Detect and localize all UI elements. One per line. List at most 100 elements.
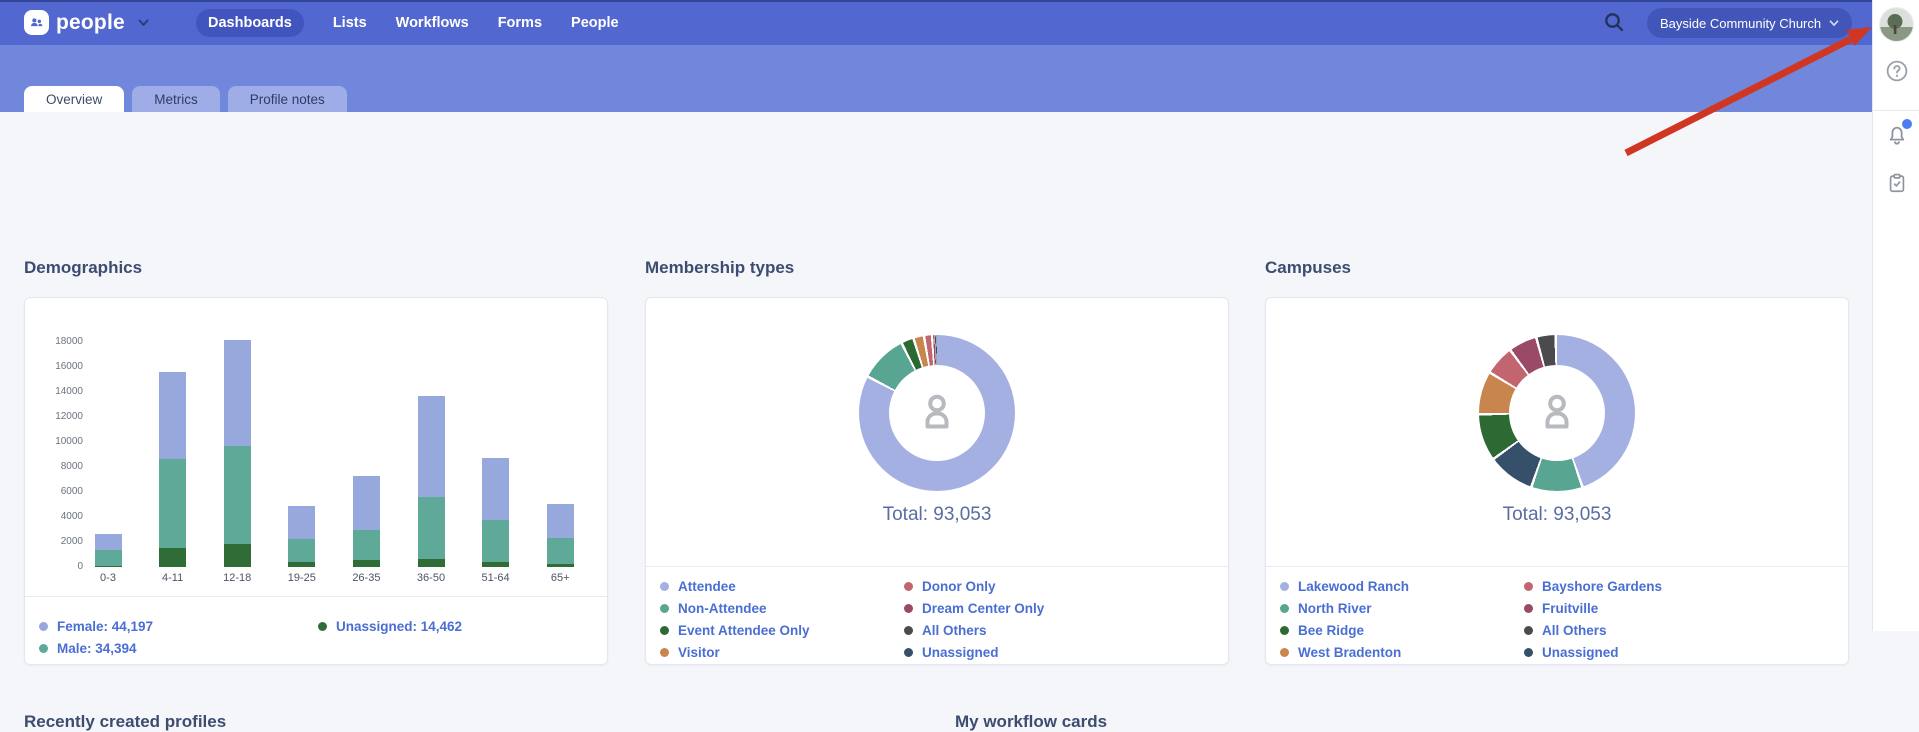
nav-item-people[interactable]: People [571, 14, 619, 31]
legend-label: West Bradenton [1298, 644, 1402, 660]
legend-label: Male: 34,394 [57, 640, 137, 656]
campuses-donut-hole [1509, 365, 1605, 461]
legend-dot-all-others [1524, 625, 1533, 635]
bar-26-35-female [352, 475, 380, 531]
legend-dot-bee-ridge [1280, 625, 1289, 635]
legend-item-attendee[interactable]: Attendee [660, 575, 904, 597]
utility-sidebar [1872, 0, 1919, 631]
legend-dot-unassigned-14-462 [318, 621, 327, 631]
bar-65-male [546, 538, 574, 564]
nav-item-dashboards[interactable]: Dashboards [196, 8, 304, 37]
nav-item-forms[interactable]: Forms [497, 14, 543, 31]
legend-label: Bayshore Gardens [1542, 578, 1663, 594]
organization-switcher-button[interactable]: Bayside Community Church [1647, 8, 1853, 38]
y-axis-tick: 4000 [60, 511, 83, 522]
legend-item-event-attendee-only[interactable]: Event Attendee Only [660, 619, 904, 641]
legend-label: Lakewood Ranch [1298, 578, 1410, 594]
legend-label: Attendee [678, 578, 736, 594]
recently-created-heading: Recently created profiles [24, 712, 227, 731]
bar-26-35-male [352, 530, 380, 561]
demographics-card-divider [25, 596, 607, 597]
campuses-card: Total: 93,053 Lakewood Ranch North River Be… [1265, 297, 1849, 665]
legend-item-dream-center-only[interactable]: Dream Center Only [904, 597, 1044, 619]
bar-0-3-female [94, 533, 122, 551]
legend-dot-all-others [904, 625, 913, 635]
legend-item-all-others[interactable]: All Others [1524, 619, 1662, 641]
y-axis-tick: 14000 [55, 386, 83, 397]
y-axis-tick: 16000 [55, 361, 83, 372]
top-navbar: people Dashboards Lists Workflows Forms Peop… [0, 0, 1872, 45]
search-button[interactable] [1600, 8, 1628, 36]
tab-metrics[interactable]: Metrics [132, 86, 220, 112]
page-header-band: Overview Metrics Profile notes [0, 45, 1872, 112]
membership-total: Total: 93,053 [882, 504, 992, 525]
bar-12-18-unassigned [223, 544, 251, 567]
legend-label: All Others [1542, 622, 1607, 638]
legend-item-west-bradenton[interactable]: West Bradenton [1280, 641, 1524, 663]
legend-item-female-44-197[interactable]: Female: 44,197 [39, 615, 318, 637]
app-logo[interactable]: people [24, 0, 149, 45]
app-title: people [56, 11, 125, 34]
legend-dot-bayshore-gardens [1524, 581, 1533, 591]
legend-item-visitor[interactable]: Visitor [660, 641, 904, 663]
membership-donut [859, 335, 1015, 491]
legend-item-non-attendee[interactable]: Non-Attendee [660, 597, 904, 619]
people-app-icon [24, 10, 49, 35]
nav-item-lists[interactable]: Lists [332, 14, 367, 31]
legend-item-donor-only[interactable]: Donor Only [904, 575, 1044, 597]
bar-36-50-female [417, 396, 445, 498]
bar-19-25-female [288, 505, 316, 539]
notifications-button[interactable] [1873, 119, 1919, 152]
legend-item-north-river[interactable]: North River [1280, 597, 1524, 619]
help-icon [1886, 60, 1907, 82]
x-axis-label-26-35: 26-35 [352, 572, 381, 584]
legend-label: Donor Only [922, 578, 996, 594]
x-axis-label-4-11: 4-11 [161, 572, 184, 584]
bar-65-female [546, 503, 574, 538]
legend-item-lakewood-ranch[interactable]: Lakewood Ranch [1280, 575, 1524, 597]
legend-dot-unassigned [1524, 647, 1533, 657]
legend-item-male-34-394[interactable]: Male: 34,394 [39, 637, 318, 659]
legend-dot-attendee [660, 581, 669, 591]
legend-item-unassigned[interactable]: Unassigned [1524, 641, 1662, 663]
tasks-button[interactable] [1873, 172, 1919, 194]
legend-label: Fruitville [1542, 600, 1599, 616]
dashboard-tabs: Overview Metrics Profile notes [24, 86, 347, 112]
tab-profile-notes[interactable]: Profile notes [227, 86, 347, 112]
help-button[interactable] [1873, 59, 1919, 83]
demographics-legend: Female: 44,197 Male: 34,394 Unassigned: 14… [39, 615, 462, 659]
legend-item-bayshore-gardens[interactable]: Bayshore Gardens [1524, 575, 1662, 597]
legend-dot-north-river [1280, 603, 1289, 613]
bar-65-unassigned [546, 563, 574, 567]
legend-label: Unassigned: 14,462 [336, 618, 463, 634]
legend-item-all-others[interactable]: All Others [904, 619, 1044, 641]
legend-dot-event-attendee-only [660, 625, 669, 635]
y-axis-tick: 0 [77, 561, 83, 572]
legend-dot-female-44-197 [39, 621, 48, 631]
user-avatar[interactable] [1873, 8, 1919, 41]
nav-item-workflows[interactable]: Workflows [395, 14, 469, 31]
y-axis-tick: 12000 [55, 411, 83, 422]
workflow-cards-heading: My workflow cards [955, 712, 1108, 731]
legend-item-fruitville[interactable]: Fruitville [1524, 597, 1662, 619]
bell-icon [1889, 126, 1904, 145]
bar-4-11-unassigned [159, 548, 187, 567]
bar-36-50-male [417, 497, 445, 559]
legend-label: Dream Center Only [922, 600, 1045, 616]
bar-19-25-male [288, 539, 316, 563]
legend-dot-fruitville [1524, 603, 1533, 613]
legend-item-unassigned-14-462[interactable]: Unassigned: 14,462 [318, 615, 462, 637]
sidebar-divider [1873, 110, 1919, 111]
app-switcher-chevron-icon[interactable] [138, 19, 149, 27]
bar-0-3-male [94, 550, 122, 567]
tab-overview[interactable]: Overview [24, 86, 125, 112]
x-axis-label-12-18: 12-18 [223, 572, 252, 584]
membership-legend: Attendee Non-Attendee Event Attendee Only V… [660, 575, 1044, 663]
primary-nav: Dashboards Lists Workflows Forms People [196, 0, 619, 45]
legend-label: Bee Ridge [1298, 622, 1365, 638]
legend-item-unassigned[interactable]: Unassigned [904, 641, 1044, 663]
legend-item-bee-ridge[interactable]: Bee Ridge [1280, 619, 1524, 641]
legend-dot-unassigned [904, 647, 913, 657]
legend-dot-dream-center-only [904, 603, 913, 613]
x-axis-label-51-64: 51-64 [481, 572, 510, 584]
